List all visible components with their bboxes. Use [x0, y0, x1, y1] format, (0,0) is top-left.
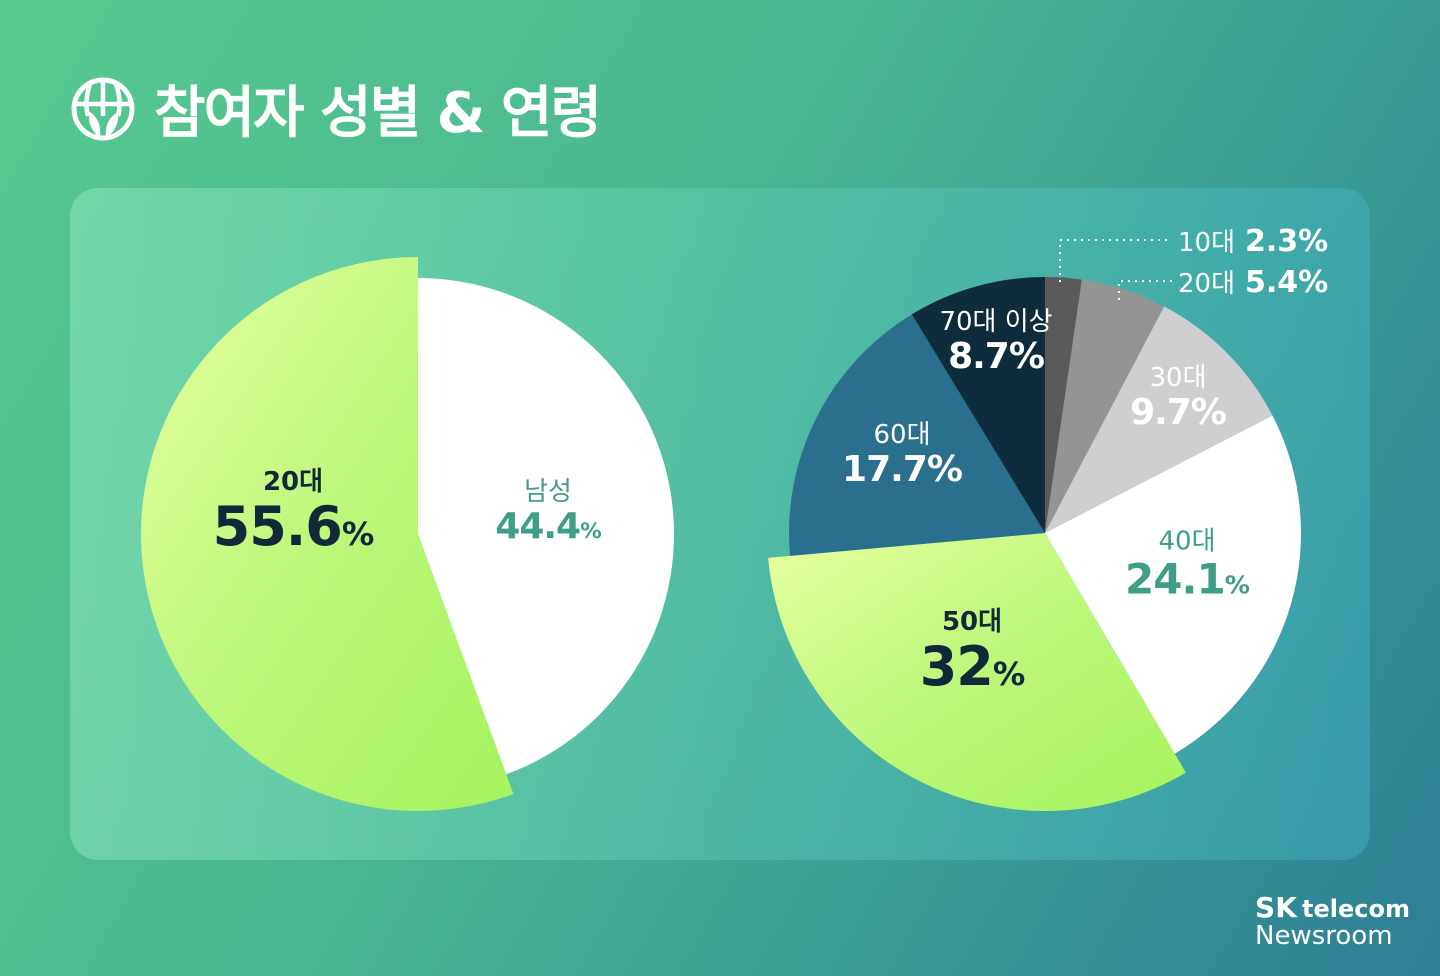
label-value: 2.3 — [1245, 224, 1299, 259]
label-unit: % — [1008, 335, 1045, 377]
slice-label-60s: 60대 17.7% — [842, 419, 963, 490]
pie-slice-1 — [1045, 277, 1082, 533]
label-value: 5.4 — [1245, 265, 1299, 300]
label-value: 8.7 — [948, 335, 1010, 377]
logo-product: telecom — [1302, 895, 1410, 924]
label-name: 70대 이상 — [939, 306, 1053, 337]
label-value: 32 — [919, 634, 994, 698]
label-name: 30대 — [1149, 362, 1207, 393]
label-unit: % — [580, 518, 602, 544]
slice-label-male: 남성 44.4% — [495, 476, 602, 547]
pie-slice-6 — [789, 314, 1045, 556]
logo-sub: Newsroom — [1255, 920, 1393, 951]
label-unit: % — [1224, 570, 1250, 600]
slice-label-50s: 50대 32% — [919, 607, 1026, 698]
label-name: 남성 — [524, 476, 572, 507]
globe-leaf-icon — [71, 77, 135, 140]
pie-slice-3 — [1045, 306, 1273, 533]
label-name: 20대 — [262, 467, 324, 498]
slice-label-20s: 20대 5.4% — [1178, 263, 1328, 300]
page-title: 참여자 성별 & 연령 — [70, 68, 602, 149]
gender-pie — [141, 257, 674, 811]
label-value: 44.4 — [495, 505, 581, 547]
pie-slice-2 — [141, 257, 514, 811]
label-name: 50대 — [941, 607, 1003, 638]
label-value: 24.1 — [1125, 554, 1226, 604]
title-text: 참여자 성별 & 연령 — [154, 81, 602, 146]
label-value: 9.7 — [1130, 391, 1192, 433]
pie-slice-5 — [768, 533, 1186, 811]
pie-slice-7 — [911, 277, 1045, 533]
pie-slice-4 — [1045, 415, 1301, 754]
label-unit: % — [341, 514, 374, 553]
label-value: 55.6 — [212, 494, 343, 558]
leader-lines — [1059, 239, 1172, 300]
pie-slice-1 — [418, 278, 674, 775]
label-unit: % — [1298, 265, 1329, 300]
label-name: 10대 — [1178, 228, 1236, 258]
slice-label-female: 20대 55.6% — [212, 467, 375, 558]
label-name: 20대 — [1178, 269, 1236, 299]
age-pie — [768, 277, 1301, 811]
pie-slice-2 — [1045, 279, 1165, 533]
label-unit: % — [1298, 224, 1329, 259]
label-unit: % — [992, 654, 1025, 693]
slice-label-10s: 10대 2.3% — [1178, 222, 1328, 259]
label-value: 17.7 — [842, 448, 928, 490]
slice-label-70s-plus: 70대 이상 8.7% — [939, 308, 1052, 376]
label-name: 40대 — [1158, 526, 1216, 557]
label-unit: % — [1190, 391, 1227, 433]
label-unit: % — [926, 448, 963, 490]
slice-label-30s: 30대 9.7% — [1130, 362, 1227, 433]
sk-telecom-newsroom-logo: SK telecom Newsroom — [1255, 893, 1410, 950]
slice-label-40s: 40대 24.1% — [1125, 526, 1250, 604]
logo-brand: SK — [1255, 891, 1297, 925]
label-name: 60대 — [873, 419, 931, 450]
